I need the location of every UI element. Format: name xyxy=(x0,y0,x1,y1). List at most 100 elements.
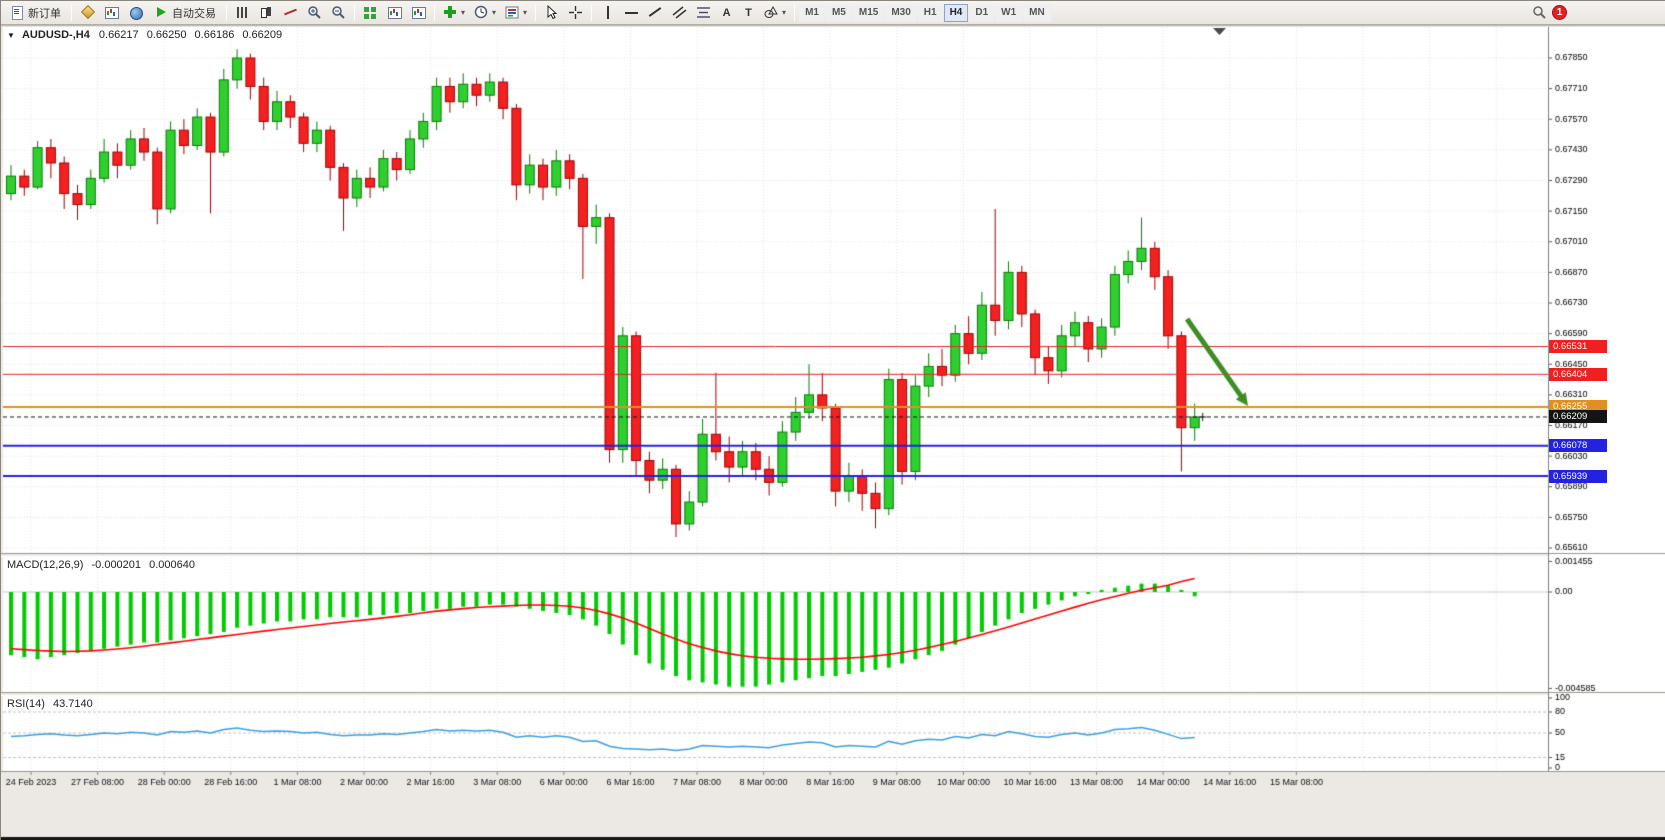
market-watch-button[interactable] xyxy=(76,3,99,23)
zoom-out-button[interactable] xyxy=(327,3,350,23)
toolbar-separator xyxy=(591,4,593,21)
new-order-label: 新订单 xyxy=(28,7,61,20)
web-terminal-button[interactable] xyxy=(124,3,147,23)
objects-chart-icon xyxy=(411,5,426,20)
ohlc-close: 0.66209 xyxy=(242,29,283,41)
channel-icon xyxy=(672,6,687,19)
timeframe-m30-button[interactable]: M30 xyxy=(885,3,917,22)
tile-windows-icon xyxy=(364,7,376,19)
data-window-button[interactable] xyxy=(100,3,123,23)
macd-name: MACD(12,26,9) xyxy=(7,559,84,571)
fibonacci-tool-button[interactable] xyxy=(692,3,715,23)
new-order-button[interactable]: 新订单 xyxy=(4,3,67,23)
text-tool-button[interactable]: A xyxy=(716,3,737,23)
toolbar: 新订单 自动交易 ▾ ▾ ▾ xyxy=(1,1,1665,25)
shapes-tool-button[interactable]: ▾ xyxy=(760,3,790,23)
ohlc-high: 0.66250 xyxy=(146,29,187,41)
candlestick-icon xyxy=(259,5,274,20)
toolbar-separator xyxy=(794,4,796,21)
horizontal-line-tool-button[interactable] xyxy=(620,3,643,23)
resistance-2-tag[interactable]: 0.66404 xyxy=(1549,367,1607,381)
globe-icon xyxy=(128,5,143,20)
crosshair-button[interactable] xyxy=(564,3,587,23)
auto-trading-button[interactable]: 自动交易 xyxy=(148,3,222,23)
vertical-line-icon xyxy=(600,5,615,20)
timeframe-mn-button[interactable]: MN xyxy=(1023,3,1051,22)
timeframe-w1-button[interactable]: W1 xyxy=(995,3,1023,22)
zoom-out-icon xyxy=(332,6,345,19)
support-1-tag[interactable]: 0.66078 xyxy=(1549,439,1607,453)
play-icon xyxy=(154,5,169,20)
resistance-1-tag[interactable]: 0.66531 xyxy=(1549,340,1607,354)
vertical-line-tool-button[interactable] xyxy=(596,3,619,23)
fibonacci-icon xyxy=(697,7,711,18)
periods-button[interactable]: ▾ xyxy=(470,3,500,23)
dropdown-arrow-icon: ▾ xyxy=(461,7,466,17)
pivot-line-tag[interactable]: 0.66255 xyxy=(1549,400,1607,414)
trendline-icon xyxy=(648,5,663,20)
macd-signal-value: 0.000640 xyxy=(149,559,195,571)
bar-chart-mode-button[interactable] xyxy=(231,3,254,23)
timeframe-m15-button[interactable]: M15 xyxy=(852,3,885,22)
label-tool-icon: T xyxy=(745,6,752,19)
macd-label: MACD(12,26,9) -0.000201 0.000640 xyxy=(7,559,200,571)
new-chart-plus-icon xyxy=(444,6,456,18)
diamond-icon xyxy=(80,5,95,20)
search-button[interactable] xyxy=(1528,3,1551,23)
zoom-in-icon xyxy=(308,6,321,19)
symbol-header: ▼ AUDUSD-,H4 0.66217 0.66250 0.66186 0.6… xyxy=(7,29,287,41)
dropdown-arrow-icon: ▾ xyxy=(492,7,497,17)
zoom-in-button[interactable] xyxy=(303,3,326,23)
tile-windows-button[interactable] xyxy=(359,3,382,23)
horizontal-line-icon xyxy=(624,5,639,20)
timeframe-m1-button[interactable]: M1 xyxy=(799,3,825,22)
search-icon xyxy=(1533,6,1546,19)
indicators-button[interactable] xyxy=(383,3,406,23)
channel-tool-button[interactable] xyxy=(668,3,691,23)
ohlc-open: 0.66217 xyxy=(98,29,139,41)
bar-chart-icon xyxy=(235,5,250,20)
cursor-button[interactable] xyxy=(540,3,563,23)
toolbar-separator xyxy=(535,4,537,21)
label-tool-button[interactable]: T xyxy=(738,3,759,23)
symbol-label: AUDUSD-,H4 xyxy=(21,29,90,41)
line-chart-mode-button[interactable] xyxy=(279,3,302,23)
rsi-name: RSI(14) xyxy=(7,698,45,710)
timeframe-h4-button[interactable]: H4 xyxy=(943,3,969,22)
support-2-tag[interactable]: 0.65939 xyxy=(1549,469,1607,483)
trendline-tool-button[interactable] xyxy=(644,3,667,23)
new-order-icon xyxy=(10,5,25,20)
templates-button[interactable]: ▾ xyxy=(501,3,531,23)
ohlc-low: 0.66186 xyxy=(194,29,235,41)
rsi-value: 43.7140 xyxy=(52,698,93,710)
timeframe-d1-button[interactable]: D1 xyxy=(969,3,995,22)
timeframe-h1-button[interactable]: H1 xyxy=(917,3,943,22)
indicator-chart-icon xyxy=(387,5,402,20)
cursor-icon xyxy=(547,5,558,20)
chart-window-icon xyxy=(104,5,119,20)
clock-icon xyxy=(474,5,488,19)
text-tool-icon: A xyxy=(722,6,731,19)
notification-badge[interactable]: 1 xyxy=(1552,5,1567,20)
template-icon xyxy=(505,6,519,19)
line-chart-icon xyxy=(283,5,298,20)
toolbar-separator xyxy=(226,4,227,21)
toolbar-separator xyxy=(71,4,72,21)
toolbar-separator xyxy=(354,4,355,21)
dropdown-arrow-icon: ▾ xyxy=(523,7,528,17)
rsi-label: RSI(14) 43.7140 xyxy=(7,698,98,710)
new-chart-button[interactable]: ▾ xyxy=(439,3,469,23)
objects-list-button[interactable] xyxy=(407,3,430,23)
shapes-icon xyxy=(764,5,778,18)
current-price-tag: 0.66209 xyxy=(1549,410,1607,424)
chart-menu-icon[interactable]: ▼ xyxy=(7,31,15,40)
candlestick-mode-button[interactable] xyxy=(255,3,278,23)
auto-trading-label: 自动交易 xyxy=(172,7,216,20)
dropdown-arrow-icon: ▾ xyxy=(782,7,787,17)
macd-main-value: -0.000201 xyxy=(91,559,142,571)
timeframe-m5-button[interactable]: M5 xyxy=(825,3,852,22)
crosshair-icon xyxy=(569,6,583,19)
toolbar-separator xyxy=(434,4,435,21)
